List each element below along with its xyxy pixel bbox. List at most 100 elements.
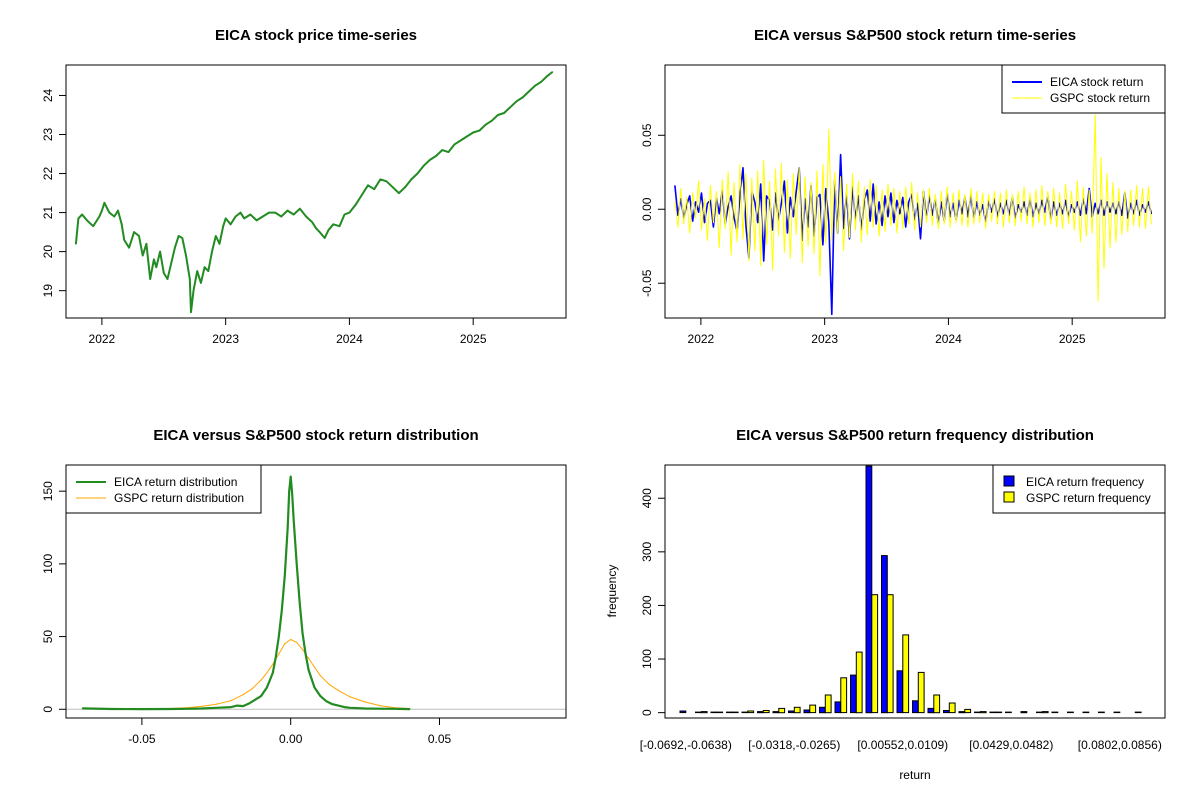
eica-density-point xyxy=(275,656,277,658)
price-point xyxy=(222,225,224,227)
eica-return-point xyxy=(789,196,791,198)
gspc-return-point xyxy=(1002,226,1004,228)
eica-return-point xyxy=(745,225,747,226)
gspc-return-point xyxy=(967,226,969,228)
eica-density-point xyxy=(81,707,83,710)
gspc-return-point xyxy=(1005,189,1007,191)
gspc-return-point xyxy=(1056,226,1058,228)
eica-density-point xyxy=(230,706,232,708)
eica-return-point xyxy=(689,195,691,197)
eica-return-point xyxy=(958,199,960,201)
legend-box xyxy=(1001,64,1166,114)
gspc-return-point xyxy=(949,226,951,228)
eica-density-point xyxy=(242,705,244,707)
eica-frequency-bar xyxy=(819,706,826,714)
eica-return-point xyxy=(899,213,901,215)
price-chart-title: EICA stock price time-series xyxy=(215,27,417,44)
gspc-return-point xyxy=(991,220,993,222)
gspc-return-point xyxy=(1026,223,1028,225)
eica-return-point xyxy=(1127,217,1129,219)
eica-return-point xyxy=(920,238,921,240)
gspc-return-point xyxy=(973,223,975,225)
eica-return-point xyxy=(875,223,877,225)
gspc-return-point xyxy=(982,192,984,194)
price-point xyxy=(200,282,202,284)
price-point xyxy=(274,211,277,214)
gspc-density-point xyxy=(328,684,330,686)
eica-density-point xyxy=(293,519,295,521)
gspc-return-point xyxy=(816,170,818,172)
eica-frequency-bar xyxy=(1036,711,1043,714)
distribution-chart-marks: -0.05 0.00 0.05 0 50 100 150 xyxy=(41,475,566,746)
price-point xyxy=(551,71,554,73)
price-point xyxy=(123,239,125,241)
price-point xyxy=(292,213,295,216)
price-point xyxy=(280,215,283,218)
price-point xyxy=(203,266,206,269)
gspc-frequency-bar xyxy=(731,711,739,714)
eica-return-point xyxy=(866,189,868,191)
eica-density-point xyxy=(331,703,333,705)
price-point xyxy=(447,151,450,153)
price-point xyxy=(81,213,83,216)
eica-frequency-bar xyxy=(912,700,919,714)
gspc-density-point xyxy=(364,701,366,703)
y-tick-label: 24 xyxy=(41,88,55,102)
eica-density-point xyxy=(403,708,405,710)
eica-return-point xyxy=(704,222,705,224)
eica-frequency-bar xyxy=(974,711,981,714)
gspc-frequency-bar xyxy=(1041,711,1049,714)
gspc-return-point xyxy=(822,164,824,166)
gspc-return-point xyxy=(869,179,871,181)
distribution-plot-frame xyxy=(65,464,567,719)
gspc-density-point xyxy=(319,675,322,677)
eica-frequency-bar xyxy=(741,711,749,714)
gspc-density-point xyxy=(200,705,202,708)
gspc-return-point xyxy=(979,222,981,224)
gspc-return-point xyxy=(1071,191,1072,192)
price-point xyxy=(503,112,505,114)
gspc-return-point xyxy=(1076,180,1078,182)
gspc-return-point xyxy=(899,191,901,192)
gspc-return-point xyxy=(875,185,877,187)
gspc-return-point xyxy=(884,230,886,232)
eica-frequency-bar xyxy=(896,670,904,714)
eica-frequency-bar xyxy=(943,710,950,714)
gspc-return-point xyxy=(999,192,1001,194)
eica-return-point xyxy=(1023,201,1025,203)
eica-return-point xyxy=(828,222,830,224)
eica-density-point xyxy=(171,708,173,710)
gspc-return-point xyxy=(1100,157,1102,158)
eica-return-point xyxy=(1032,216,1034,218)
gspc-return-point xyxy=(1127,230,1129,232)
price-point xyxy=(466,135,468,138)
price-point xyxy=(170,262,172,265)
eica-density-point xyxy=(296,563,298,565)
eica-frequency-bar xyxy=(865,465,873,714)
price-point xyxy=(299,207,301,210)
gspc-return-point xyxy=(766,244,768,246)
gspc-return-point xyxy=(834,171,836,173)
eica-return-point xyxy=(786,232,788,234)
x-tick-label: 0.05 xyxy=(428,732,452,746)
gspc-return-point xyxy=(801,262,803,263)
eica-return-point xyxy=(733,217,735,219)
eica-return-point xyxy=(701,192,702,194)
price-point xyxy=(234,215,237,218)
eica-frequency-bar xyxy=(1113,711,1121,714)
gspc-density-point xyxy=(284,643,286,645)
eica-density-point xyxy=(254,699,256,701)
gspc-density-point xyxy=(302,649,304,651)
legend-label-eica-frequency: EICA return frequency xyxy=(1026,475,1144,489)
x-tick-label: -0.05 xyxy=(128,732,156,746)
gspc-return-point xyxy=(970,188,972,189)
gspc-return-point xyxy=(1133,225,1135,226)
gspc-return-point xyxy=(831,239,833,241)
legend-label-eica-return: EICA stock return xyxy=(1050,75,1143,89)
eica-return-point xyxy=(698,211,700,213)
gspc-return-point xyxy=(1112,182,1114,184)
gspc-return-point xyxy=(1094,114,1096,116)
price-point xyxy=(243,217,245,220)
gspc-return-point xyxy=(778,235,779,237)
price-point xyxy=(229,223,232,226)
